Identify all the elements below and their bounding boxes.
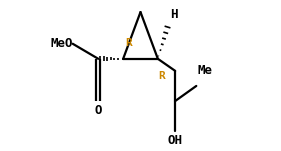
Text: R: R: [125, 38, 132, 48]
Text: H: H: [170, 8, 177, 21]
Text: MeO: MeO: [50, 37, 73, 50]
Text: Me: Me: [198, 64, 213, 77]
Text: R: R: [158, 71, 165, 81]
Text: OH: OH: [168, 134, 183, 147]
Text: O: O: [94, 104, 102, 117]
